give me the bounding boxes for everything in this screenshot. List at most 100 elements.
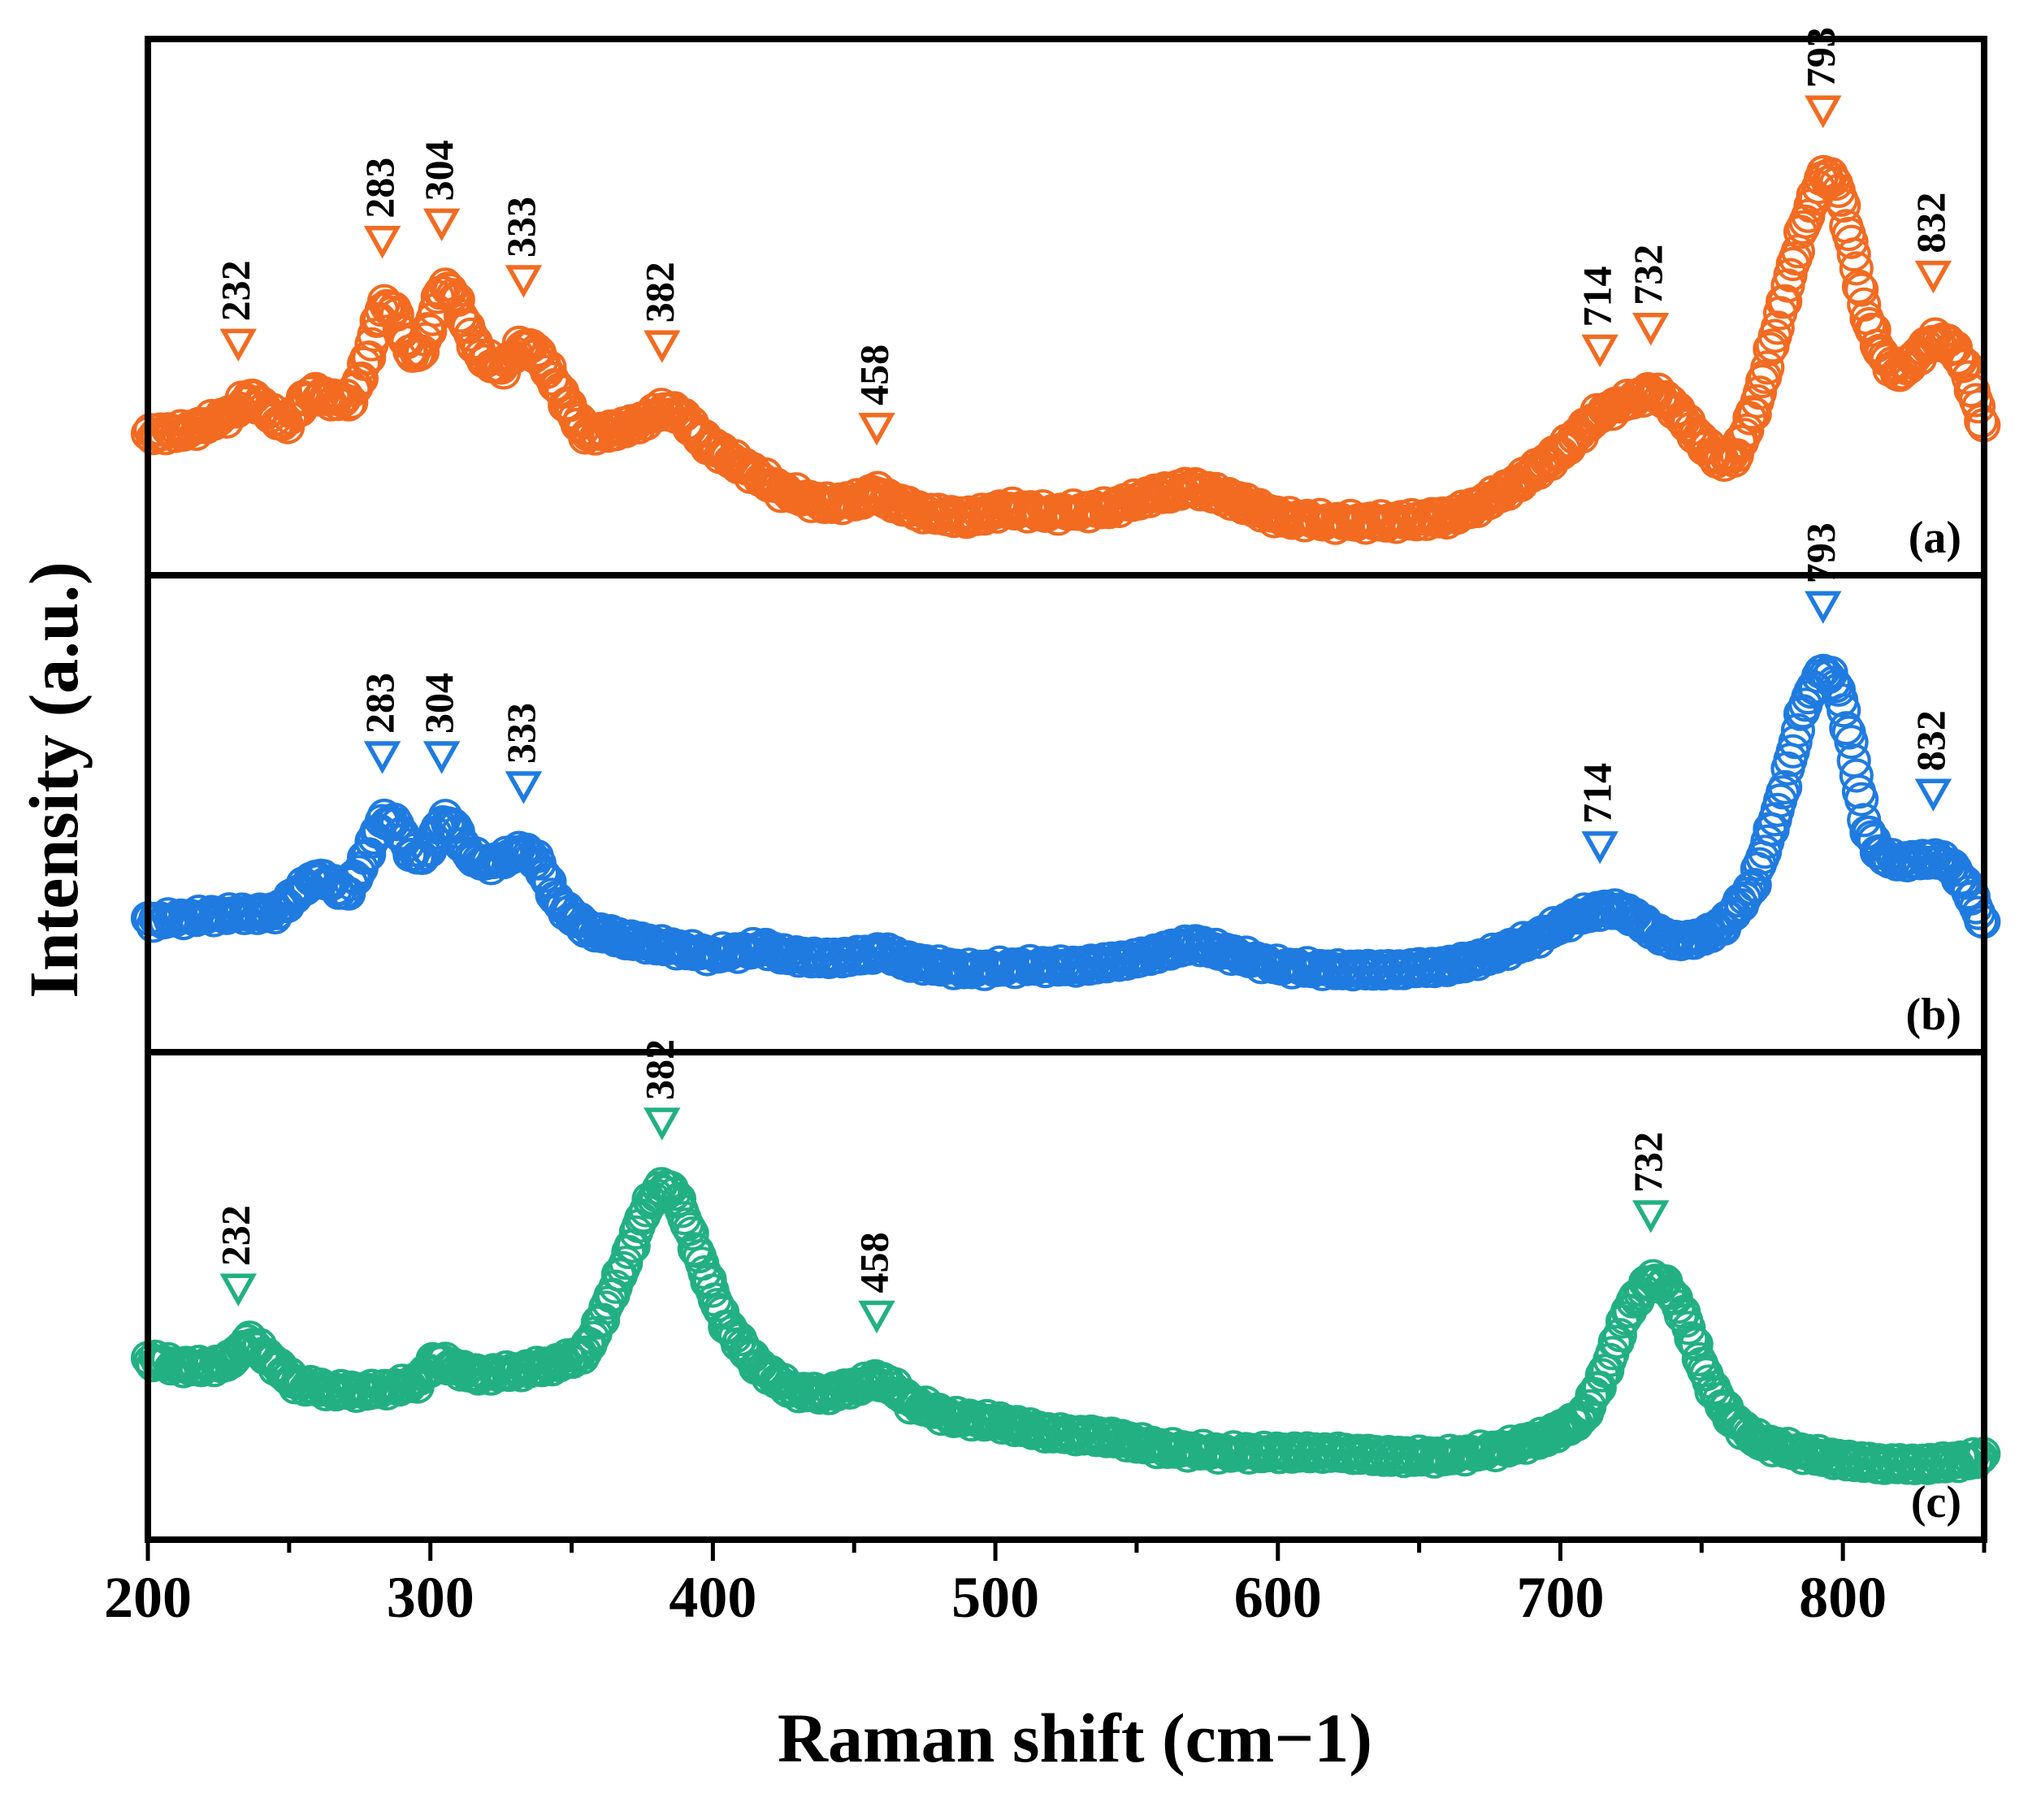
data-point-c — [674, 1216, 709, 1251]
peak-marker-333 — [505, 265, 543, 298]
peak-label-382: 382 — [636, 1039, 682, 1100]
peak-label-304: 304 — [416, 673, 462, 734]
peak-marker-232 — [219, 1273, 257, 1306]
data-point-b — [1735, 871, 1770, 906]
data-point-a — [341, 363, 376, 398]
plot-frame — [145, 36, 1987, 1543]
data-point-a — [1834, 224, 1869, 259]
panel-label-b: (b) — [1906, 990, 1961, 1040]
data-point-c — [575, 1320, 610, 1355]
peak-marker-832 — [1914, 260, 1952, 294]
data-point-b — [1768, 769, 1803, 805]
peak-label-283: 283 — [357, 673, 402, 734]
peak-marker-793 — [1805, 591, 1842, 624]
peak-marker-382 — [644, 330, 681, 363]
x-tick-label: 400 — [669, 1565, 756, 1630]
data-point-a — [540, 369, 574, 404]
data-point-c — [1679, 1327, 1714, 1362]
peak-marker-304 — [422, 741, 461, 774]
data-point-a — [405, 334, 440, 369]
data-point-a — [402, 336, 437, 371]
data-point-a — [1089, 492, 1124, 527]
data-point-a — [1841, 269, 1877, 304]
data-point-a — [1839, 251, 1874, 286]
x-axis-label: Raman shift (cm−1) — [778, 1699, 1372, 1777]
series-a — [130, 154, 2001, 545]
x-tick-label: 500 — [951, 1565, 1039, 1630]
data-point-c — [690, 1264, 725, 1299]
data-point-c — [1584, 1358, 1620, 1393]
peak-marker-714 — [1581, 831, 1618, 864]
series-b — [130, 653, 2001, 992]
peak-marker-283 — [363, 226, 401, 259]
peak-label-232: 232 — [213, 260, 258, 321]
data-point-a — [334, 384, 369, 420]
data-point-b — [352, 837, 387, 872]
data-point-a — [1750, 350, 1785, 385]
peak-label-304: 304 — [416, 140, 462, 201]
x-tick-label: 800 — [1799, 1565, 1887, 1630]
data-point-a — [1730, 413, 1765, 448]
panel-label-c: (c) — [1911, 1477, 1961, 1528]
axes-layer: 200 300 400 500 600 700 800 — [104, 36, 1987, 1630]
peaks-c: 232 382 458 732 — [213, 1039, 1670, 1334]
peak-marker-732 — [1632, 313, 1670, 346]
data-point-a — [1742, 375, 1777, 410]
data-point-b — [1780, 713, 1815, 748]
peak-label-382: 382 — [636, 262, 682, 323]
peak-label-283: 283 — [357, 158, 402, 219]
data-point-a — [1768, 284, 1803, 318]
data-point-a — [1836, 237, 1871, 272]
x-tick-label: 600 — [1234, 1565, 1322, 1630]
peak-marker-333 — [505, 771, 543, 804]
data-point-a — [1737, 396, 1772, 431]
panel-label-a: (a) — [1909, 513, 1961, 563]
peak-label-732: 732 — [1625, 1132, 1670, 1193]
data-point-c — [1602, 1318, 1637, 1353]
data-point-a — [1760, 310, 1795, 345]
peak-label-714: 714 — [1575, 266, 1620, 327]
y-axis-label: Intensity (a.u.) — [15, 561, 93, 999]
peak-marker-458 — [858, 1300, 895, 1334]
data-point-a — [352, 340, 387, 375]
data-point-b — [1818, 669, 1853, 704]
peak-label-732: 732 — [1625, 245, 1670, 306]
data-point-b — [1839, 758, 1874, 793]
peak-marker-714 — [1581, 334, 1618, 368]
x-tick-label: 300 — [387, 1565, 474, 1630]
data-point-b — [1826, 693, 1861, 728]
peak-label-458: 458 — [852, 344, 897, 405]
peak-marker-832 — [1914, 778, 1952, 812]
data-point-a — [1940, 340, 1976, 375]
peak-marker-458 — [858, 413, 895, 446]
peak-marker-793 — [1805, 95, 1842, 128]
peak-marker-732 — [1632, 1200, 1670, 1233]
peak-label-333: 333 — [498, 703, 544, 764]
peak-label-458: 458 — [852, 1233, 897, 1294]
peak-label-832: 832 — [1908, 710, 1953, 771]
x-tick-label: 700 — [1516, 1565, 1604, 1630]
peak-marker-232 — [219, 328, 257, 362]
peak-marker-304 — [422, 208, 461, 242]
data-point-b — [341, 855, 376, 890]
peak-label-714: 714 — [1575, 763, 1620, 824]
data-point-b — [1829, 711, 1864, 746]
data-point-a — [344, 361, 379, 396]
data-point-b — [1852, 815, 1887, 851]
data-point-c — [1958, 1445, 1993, 1480]
peak-label-832: 832 — [1908, 193, 1953, 254]
series-c — [130, 1167, 2001, 1486]
peak-label-232: 232 — [213, 1205, 258, 1266]
x-tick-label: 200 — [104, 1565, 192, 1630]
data-layer — [130, 154, 2001, 1486]
data-point-c — [661, 1181, 697, 1217]
data-point-a — [1961, 389, 1996, 424]
data-point-b — [1844, 782, 1879, 817]
peak-marker-283 — [363, 741, 401, 774]
data-point-a — [413, 314, 448, 349]
